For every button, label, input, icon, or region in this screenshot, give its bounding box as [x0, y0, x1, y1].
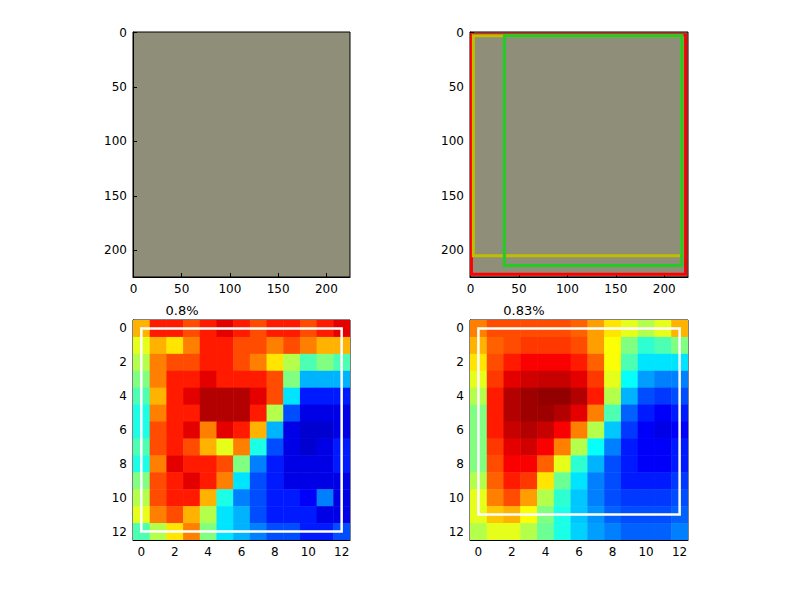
svg-text:8: 8	[271, 545, 279, 559]
svg-text:200: 200	[441, 243, 464, 257]
svg-text:2: 2	[456, 355, 464, 369]
svg-text:12: 12	[449, 525, 464, 539]
svg-text:50: 50	[511, 282, 526, 296]
svg-text:4: 4	[204, 545, 212, 559]
svg-text:100: 100	[441, 134, 464, 148]
svg-text:12: 12	[112, 525, 127, 539]
svg-text:100: 100	[104, 134, 127, 148]
svg-text:10: 10	[301, 545, 316, 559]
svg-text:200: 200	[315, 282, 338, 296]
svg-text:0.8%: 0.8%	[165, 303, 198, 318]
svg-text:4: 4	[119, 389, 127, 403]
svg-text:10: 10	[112, 491, 127, 505]
svg-text:8: 8	[609, 545, 617, 559]
svg-text:0: 0	[456, 321, 464, 335]
svg-text:6: 6	[119, 423, 127, 437]
svg-text:0.83%: 0.83%	[503, 303, 544, 318]
svg-text:2: 2	[119, 355, 127, 369]
svg-text:150: 150	[267, 282, 290, 296]
svg-text:10: 10	[449, 491, 464, 505]
svg-text:2: 2	[508, 545, 516, 559]
svg-text:0: 0	[130, 282, 138, 296]
svg-text:100: 100	[556, 282, 579, 296]
svg-text:0: 0	[119, 321, 127, 335]
svg-text:0: 0	[119, 26, 127, 40]
svg-text:12: 12	[672, 545, 687, 559]
svg-text:150: 150	[441, 189, 464, 203]
svg-text:100: 100	[218, 282, 241, 296]
svg-text:200: 200	[104, 243, 127, 257]
svg-text:8: 8	[456, 457, 464, 471]
svg-text:200: 200	[653, 282, 676, 296]
svg-text:6: 6	[575, 545, 583, 559]
svg-text:2: 2	[171, 545, 179, 559]
svg-text:10: 10	[638, 545, 653, 559]
svg-text:4: 4	[542, 545, 550, 559]
svg-text:0: 0	[467, 282, 475, 296]
svg-text:0: 0	[475, 545, 483, 559]
svg-text:0: 0	[456, 26, 464, 40]
svg-text:50: 50	[449, 80, 464, 94]
svg-text:150: 150	[104, 189, 127, 203]
svg-text:12: 12	[334, 545, 349, 559]
svg-text:8: 8	[119, 457, 127, 471]
svg-text:6: 6	[456, 423, 464, 437]
svg-text:150: 150	[604, 282, 627, 296]
svg-text:4: 4	[456, 389, 464, 403]
svg-text:50: 50	[174, 282, 189, 296]
svg-text:6: 6	[238, 545, 246, 559]
svg-text:50: 50	[112, 80, 127, 94]
svg-text:0: 0	[138, 545, 146, 559]
